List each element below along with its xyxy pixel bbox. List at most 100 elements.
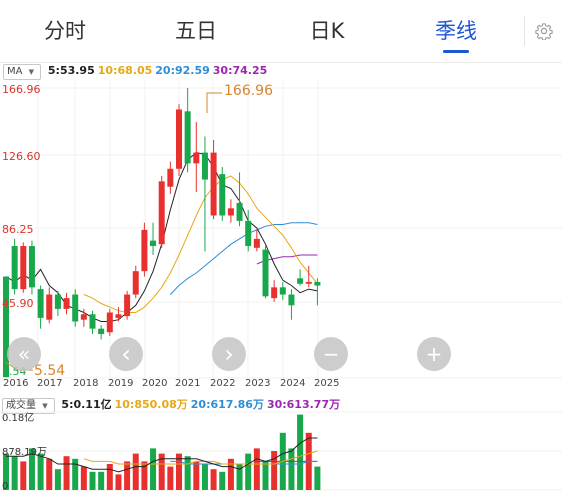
ma10-value: 10:68.05 xyxy=(97,64,153,77)
volume-chart[interactable]: 0.18亿 878.19万 0 xyxy=(0,410,562,500)
volume-bar xyxy=(193,461,200,490)
tab-five-day[interactable]: 五日 xyxy=(175,19,217,43)
volume-axis-label: 878.19万 xyxy=(2,447,47,458)
ma20-value: 20:92.59 xyxy=(155,64,210,77)
candle xyxy=(236,172,243,227)
candle xyxy=(46,287,53,324)
volume-bar xyxy=(63,456,70,490)
tab-daily-k[interactable]: 日K xyxy=(309,19,345,43)
year-label: 2022 xyxy=(210,378,236,389)
candle xyxy=(89,310,96,335)
volume-bar xyxy=(236,464,243,490)
volume-bar xyxy=(89,471,96,490)
period-tab-bar: 分时 五日 日K 季线 xyxy=(0,0,562,63)
volume-bar xyxy=(115,474,122,490)
volume-bar xyxy=(297,414,304,490)
indicator-selector[interactable]: MA ▼ xyxy=(3,64,42,80)
candle xyxy=(3,276,9,378)
minus-icon: − xyxy=(323,342,340,366)
candle xyxy=(201,136,208,252)
candle xyxy=(271,280,278,302)
volume-bar xyxy=(20,461,27,490)
candle xyxy=(158,175,165,248)
volume-bar xyxy=(28,448,35,490)
volume-bar xyxy=(210,469,217,490)
candle xyxy=(80,308,87,327)
max-price-marker: 166.96 xyxy=(224,83,273,99)
vol-ma20-value: 20:617.86万 xyxy=(190,398,264,411)
volume-bar xyxy=(150,448,157,490)
candle xyxy=(115,307,122,322)
plus-icon: + xyxy=(426,342,443,366)
year-label: 2018 xyxy=(73,378,99,389)
min-price-marker: 5.54 xyxy=(34,363,65,379)
year-label: 2016 xyxy=(3,378,29,389)
volume-bar xyxy=(46,458,53,490)
ma20-line xyxy=(169,222,318,295)
volume-bar xyxy=(132,453,139,490)
zoom-out-button[interactable]: − xyxy=(314,337,348,371)
year-label: 2025 xyxy=(314,378,340,389)
volume-bar xyxy=(253,448,260,490)
candle xyxy=(63,292,70,315)
volume-bar xyxy=(141,461,148,490)
double-chevron-left-icon: « xyxy=(18,342,30,366)
candle xyxy=(176,104,182,176)
volume-bar xyxy=(54,469,61,490)
candle xyxy=(227,199,234,223)
candle xyxy=(37,285,44,329)
volume-indicator-label: 成交量 xyxy=(6,400,36,411)
volume-indicator-selector[interactable]: 成交量 ▼ xyxy=(2,398,55,414)
volume-bar xyxy=(80,466,87,490)
zoom-in-button[interactable]: + xyxy=(417,337,451,371)
candle xyxy=(98,325,105,340)
tab-quarterly[interactable]: 季线 xyxy=(435,19,477,43)
vol-ma10-value: 10:850.08万 xyxy=(114,398,188,411)
volume-bar xyxy=(98,471,105,490)
year-label: 2021 xyxy=(175,378,201,389)
caret-down-icon: ▼ xyxy=(28,68,35,76)
year-label: 2023 xyxy=(245,378,271,389)
scroll-to-start-button[interactable]: « xyxy=(7,337,41,371)
candle xyxy=(245,210,252,252)
price-axis-label: 126.60 xyxy=(2,150,41,163)
ma10-line xyxy=(83,175,318,313)
volume-bar xyxy=(11,456,18,490)
price-axis-label: 45.90 xyxy=(2,297,34,310)
candle xyxy=(305,265,312,288)
candle xyxy=(11,238,18,295)
candlestick-chart[interactable]: 166.96 126.60 86.25 45.90 5.54 166.96 5.… xyxy=(0,80,562,380)
caret-down-icon: ▼ xyxy=(42,402,48,410)
candle xyxy=(297,269,304,286)
tab-intraday[interactable]: 分时 xyxy=(44,19,86,43)
settings-button[interactable] xyxy=(524,16,562,46)
candle xyxy=(219,166,226,221)
vol-ma10-line xyxy=(83,450,318,465)
volume-bar xyxy=(72,458,79,490)
vol-ma5-value: 5:0.11亿 xyxy=(61,398,112,411)
volume-bar xyxy=(201,464,208,490)
volume-bar xyxy=(184,456,191,490)
candle xyxy=(150,222,157,256)
candle xyxy=(132,265,139,299)
candle xyxy=(314,278,321,306)
candle xyxy=(167,161,174,194)
time-axis: 2016 2017 2018 2019 2020 2021 2022 2023 … xyxy=(0,378,562,392)
volume-bar xyxy=(176,453,182,490)
candle xyxy=(253,229,260,252)
volume-bar xyxy=(124,461,131,490)
volume-bar xyxy=(106,464,113,490)
volume-bar xyxy=(158,453,165,490)
candle xyxy=(124,290,131,320)
vol-ma5-line xyxy=(6,437,318,473)
volume-axis-label: 0.18亿 xyxy=(2,411,34,424)
candle xyxy=(279,281,286,300)
active-tab-underline xyxy=(443,50,469,53)
scroll-right-button[interactable]: › xyxy=(212,337,246,371)
candle xyxy=(184,88,191,173)
price-axis-label: 166.96 xyxy=(2,83,41,96)
candle xyxy=(72,289,79,327)
chevron-right-icon: › xyxy=(224,340,234,368)
scroll-left-button[interactable]: ‹ xyxy=(109,337,143,371)
indicator-selector-label: MA xyxy=(7,66,23,77)
